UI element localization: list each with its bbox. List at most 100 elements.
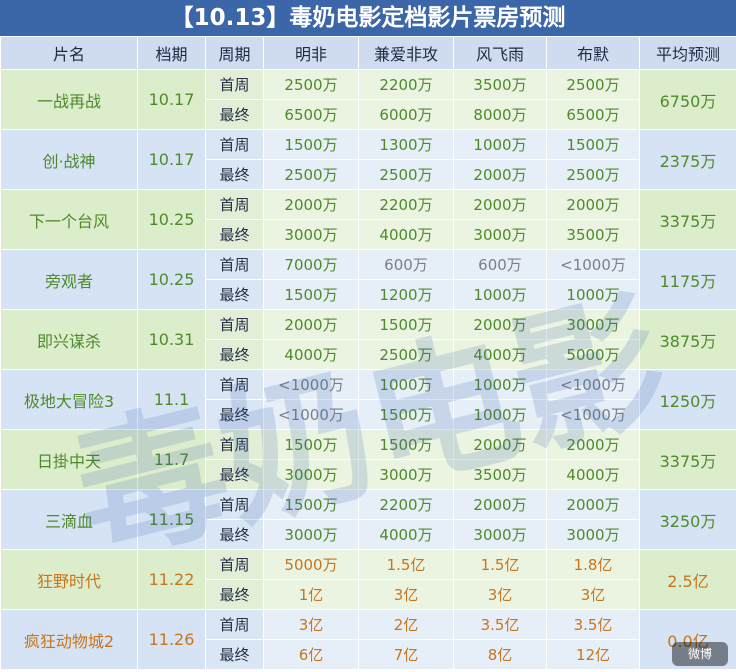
forecast-cell: 4000万 bbox=[546, 459, 640, 490]
forecast-cell: 6500万 bbox=[263, 99, 359, 130]
forecast-cell: 5000万 bbox=[546, 339, 640, 370]
period-label: 首周 bbox=[205, 189, 264, 220]
forecast-cell: 1000万 bbox=[453, 399, 547, 430]
page-title: 【10.13】毒奶电影定档影片票房预测 bbox=[0, 0, 736, 36]
table-body: 一战再战 10.17 首周 2500万 2200万 3500万 2500万 6750万 最终 65… bbox=[0, 69, 736, 670]
average-forecast: 6750万 bbox=[639, 69, 736, 130]
header-mingfei: 明非 bbox=[263, 36, 359, 70]
film-name: 三滴血 bbox=[0, 489, 138, 550]
forecast-cell: 8000万 bbox=[453, 99, 547, 130]
forecast-cell: 1500万 bbox=[358, 399, 454, 430]
table-row: 极地大冒险3 11.1 首周 <1000万 1000万 1000万 <1000万 1250万 bbox=[0, 369, 736, 430]
forecast-cell: 3000万 bbox=[546, 309, 640, 340]
average-forecast: 3375万 bbox=[639, 429, 736, 490]
table-row: 最终 1500万 1200万 1000万 1000万 bbox=[1, 279, 736, 310]
forecast-cell: 3.5亿 bbox=[453, 609, 547, 640]
forecast-cell: 3000万 bbox=[263, 219, 359, 250]
forecast-cell: <1000万 bbox=[546, 369, 640, 400]
release-date: 10.25 bbox=[137, 249, 206, 310]
forecast-cell: 5000万 bbox=[263, 549, 359, 580]
table-row: 狂野时代 11.22 首周 5000万 1.5亿 1.5亿 1.8亿 2.5亿 bbox=[0, 549, 736, 610]
period-label: 最终 bbox=[205, 639, 264, 670]
period-label: 最终 bbox=[205, 159, 264, 190]
period-label: 最终 bbox=[205, 339, 264, 370]
table-row: 旁观者 10.25 首周 7000万 600万 600万 <1000万 1175万 bbox=[0, 249, 736, 310]
forecast-cell: 1500万 bbox=[358, 429, 454, 460]
forecast-cell: 3000万 bbox=[453, 219, 547, 250]
forecast-cell: 2500万 bbox=[546, 69, 640, 100]
average-forecast: 2375万 bbox=[639, 129, 736, 190]
period-label: 最终 bbox=[205, 459, 264, 490]
header-bumo: 布默 bbox=[546, 36, 640, 70]
forecast-cell: 4000万 bbox=[453, 339, 547, 370]
period-label: 首周 bbox=[205, 549, 264, 580]
forecast-cell: 1200万 bbox=[358, 279, 454, 310]
forecast-cell: 1.5亿 bbox=[358, 549, 454, 580]
average-forecast: 3375万 bbox=[639, 189, 736, 250]
table-row: 下一个台风 10.25 首周 2000万 2200万 2000万 2000万 3375万 bbox=[0, 189, 736, 250]
table-row: 最终 3000万 4000万 3000万 3000万 bbox=[1, 519, 736, 550]
header-film: 片名 bbox=[0, 36, 138, 70]
release-date: 11.26 bbox=[137, 609, 206, 670]
period-label: 首周 bbox=[205, 309, 264, 340]
film-name: 旁观者 bbox=[0, 249, 138, 310]
forecast-cell: 2000万 bbox=[263, 309, 359, 340]
header-fengfeiyu: 风飞雨 bbox=[453, 36, 547, 70]
forecast-cell: 1500万 bbox=[263, 489, 359, 520]
forecast-cell: 3亿 bbox=[546, 579, 640, 610]
film-name: 日掛中天 bbox=[0, 429, 138, 490]
period-label: 首周 bbox=[205, 489, 264, 520]
table-row: 最终 6500万 6000万 8000万 6500万 bbox=[1, 99, 736, 130]
forecast-cell: 2亿 bbox=[358, 609, 454, 640]
forecast-cell: <1000万 bbox=[263, 369, 359, 400]
forecast-cell: 1000万 bbox=[358, 369, 454, 400]
table-row: 最终 4000万 2500万 4000万 5000万 bbox=[1, 339, 736, 370]
film-name: 狂野时代 bbox=[0, 549, 138, 610]
forecast-cell: 3500万 bbox=[453, 459, 547, 490]
forecast-cell: 1500万 bbox=[358, 309, 454, 340]
forecast-cell: 8亿 bbox=[453, 639, 547, 670]
table-row: 创·战神 10.17 首周 1500万 1300万 1000万 1500万 2375万 bbox=[0, 129, 736, 190]
header-period: 周期 bbox=[205, 36, 264, 70]
forecast-cell: 3000万 bbox=[358, 459, 454, 490]
table-row: 即兴谋杀 10.31 首周 2000万 1500万 2000万 3000万 3875万 bbox=[0, 309, 736, 370]
forecast-cell: 2000万 bbox=[453, 159, 547, 190]
forecast-cell: 2000万 bbox=[453, 489, 547, 520]
film-name: 即兴谋杀 bbox=[0, 309, 138, 370]
table-row: 日掛中天 11.7 首周 1500万 1500万 2000万 2000万 3375万 bbox=[0, 429, 736, 490]
header-date: 档期 bbox=[137, 36, 206, 70]
forecast-cell: 2200万 bbox=[358, 189, 454, 220]
release-date: 10.17 bbox=[137, 129, 206, 190]
average-forecast: 2.5亿 bbox=[639, 549, 736, 610]
period-label: 最终 bbox=[205, 279, 264, 310]
period-label: 最终 bbox=[205, 399, 264, 430]
average-forecast: 3250万 bbox=[639, 489, 736, 550]
forecast-cell: 7000万 bbox=[263, 249, 359, 280]
header-row: 片名 档期 周期 明非 兼爱非攻 风飞雨 布默 平均预测 bbox=[0, 36, 736, 70]
forecast-cell: 3.5亿 bbox=[546, 609, 640, 640]
forecast-cell: 2000万 bbox=[453, 429, 547, 460]
forecast-cell: 2200万 bbox=[358, 69, 454, 100]
forecast-cell: 6亿 bbox=[263, 639, 359, 670]
release-date: 10.25 bbox=[137, 189, 206, 250]
table-row: 最终 3000万 3000万 3500万 4000万 bbox=[1, 459, 736, 490]
average-forecast: 1250万 bbox=[639, 369, 736, 430]
table-row: 疯狂动物城2 11.26 首周 3亿 2亿 3.5亿 3.5亿 0.0亿 bbox=[0, 609, 736, 670]
forecast-cell: 2500万 bbox=[358, 339, 454, 370]
forecast-cell: 4000万 bbox=[358, 519, 454, 550]
box-office-table: 片名 档期 周期 明非 兼爱非攻 风飞雨 布默 平均预测 一战再战 10.17 首周… bbox=[0, 36, 736, 670]
forecast-cell: 1500万 bbox=[263, 129, 359, 160]
weibo-logo: 微博 bbox=[672, 642, 728, 666]
period-label: 首周 bbox=[205, 69, 264, 100]
forecast-cell: 2500万 bbox=[358, 159, 454, 190]
film-name: 下一个台风 bbox=[0, 189, 138, 250]
forecast-cell: 3亿 bbox=[358, 579, 454, 610]
forecast-cell: 1亿 bbox=[263, 579, 359, 610]
forecast-cell: 12亿 bbox=[546, 639, 640, 670]
forecast-cell: 2000万 bbox=[453, 309, 547, 340]
forecast-cell: <1000万 bbox=[546, 249, 640, 280]
forecast-cell: 2000万 bbox=[546, 429, 640, 460]
forecast-cell: 600万 bbox=[358, 249, 454, 280]
average-forecast: 0.0亿 bbox=[639, 609, 736, 670]
